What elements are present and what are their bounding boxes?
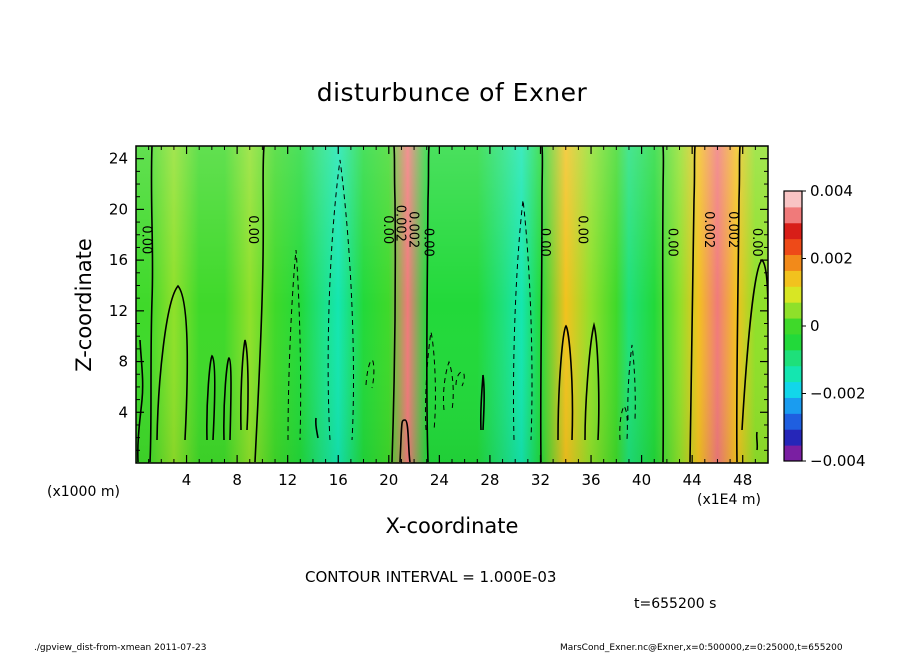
x-axis-label: X-coordinate — [385, 514, 519, 538]
contour-lines-dashed — [287, 159, 636, 441]
colorbar-swatch — [784, 349, 802, 367]
x-tick-label: 48 — [733, 471, 752, 489]
colorbar-swatch — [784, 206, 802, 224]
contour-label: 0.00 — [245, 215, 260, 244]
contour-label: 0.002 — [405, 211, 420, 248]
contour-line — [689, 146, 696, 463]
x-tick-label: 28 — [480, 471, 499, 489]
x-tick-label: 4 — [182, 471, 192, 489]
colorbar-swatch — [784, 270, 802, 287]
contour-line — [206, 354, 216, 441]
contour-line — [426, 146, 430, 463]
x-axis: 4 8 12 16 20 24 28 32 36 40 44 48 — [148, 146, 756, 489]
contour-line — [137, 339, 144, 463]
colorbar-swatch — [784, 286, 802, 303]
contour-line — [755, 431, 759, 451]
contour-label: 0.00 — [420, 228, 435, 257]
colorbar-swatch — [784, 413, 802, 430]
contour-label: 0.002 — [725, 211, 740, 248]
colorbar-tick-label: 0.002 — [810, 250, 853, 268]
contour-label: 0.00 — [380, 215, 395, 244]
colorbar-tick-label: 0 — [810, 317, 820, 335]
colorbar-tick-label: −0.004 — [810, 452, 866, 470]
footer-left: ./gpview_dist-from-xmean 2011-07-23 — [34, 643, 207, 653]
contour-interval-note: CONTOUR INTERVAL = 1.000E-03 — [305, 568, 557, 586]
y-tick-label: 4 — [118, 403, 128, 421]
colorbar-swatch — [784, 429, 802, 446]
contour-line — [735, 146, 741, 463]
x-tick-label: 20 — [379, 471, 398, 489]
contour-label: 0.00 — [537, 228, 552, 257]
colorbar-swatch — [784, 302, 802, 319]
colorbar-swatch — [784, 365, 802, 383]
contour-label: 0.00 — [664, 228, 679, 257]
contour-line — [314, 417, 319, 439]
x-tick-label: 8 — [232, 471, 242, 489]
contour-line-negative — [619, 405, 628, 441]
colorbar-swatch — [784, 381, 802, 398]
contour-line — [391, 146, 397, 463]
contour-line — [223, 356, 232, 441]
y-axis-label: Z-coordinate — [72, 238, 96, 372]
colorbar-swatch — [784, 238, 802, 256]
colorbar: 0.004 0.002 0 −0.002 −0.004 — [783, 182, 866, 470]
contour-line-negative — [627, 344, 636, 421]
x-axis-unit-right: (x1E4 m) — [697, 492, 761, 508]
contour-line-negative — [287, 249, 302, 441]
x-tick-label: 24 — [430, 471, 449, 489]
colorbar-tick-label: −0.002 — [810, 385, 866, 403]
contour-line — [149, 146, 154, 463]
footer-right: MarsCond_Exner.nc@Exner,x=0:500000,z=0:2… — [560, 643, 843, 653]
contour-line-negative — [443, 360, 454, 411]
contour-line-negative — [327, 159, 354, 441]
y-tick-label: 20 — [109, 200, 128, 218]
x-axis-unit-left: (x1000 m) — [47, 484, 120, 500]
colorbar-swatch — [784, 254, 802, 271]
y-tick-label: 8 — [118, 353, 128, 371]
colorbar-swatch — [784, 222, 802, 240]
x-tick-label: 40 — [632, 471, 651, 489]
contour-line — [399, 419, 411, 463]
y-axis: 4 8 12 16 20 24 — [109, 150, 768, 451]
contour-line — [156, 284, 189, 441]
x-tick-label: 16 — [329, 471, 348, 489]
contour-line — [240, 339, 249, 431]
contour-line-negative — [365, 359, 375, 389]
contour-label: 0.00 — [575, 215, 590, 244]
colorbar-swatch — [784, 191, 802, 208]
colorbar-swatch — [784, 397, 802, 414]
contour-line — [584, 321, 600, 441]
contour-line — [539, 146, 544, 463]
y-tick-label: 24 — [109, 150, 128, 168]
contour-line-negative — [424, 331, 436, 431]
colorbar-tick-label: 0.004 — [810, 182, 853, 200]
x-tick-label: 12 — [278, 471, 297, 489]
contour-label: 0.00 — [749, 228, 764, 257]
contour-label: 0.00 — [139, 225, 154, 254]
colorbar-swatch — [784, 318, 802, 335]
contour-line — [479, 374, 485, 431]
x-tick-label: 32 — [531, 471, 550, 489]
chart-title: disturbunce of Exner — [316, 78, 588, 107]
contour-lines — [137, 146, 768, 463]
contour-line — [557, 324, 574, 441]
x-tick-label: 36 — [581, 471, 600, 489]
contour-line — [661, 146, 665, 463]
colorbar-swatch — [784, 445, 802, 462]
colorbar-swatch — [784, 333, 802, 351]
contour-line — [254, 146, 265, 463]
y-tick-label: 16 — [109, 251, 128, 269]
contour-label: 0.002 — [701, 211, 716, 248]
x-tick-label: 44 — [683, 471, 702, 489]
contour-label: 0.002 — [393, 205, 408, 242]
time-label: t=655200 s — [634, 596, 717, 612]
y-tick-label: 12 — [109, 302, 128, 320]
